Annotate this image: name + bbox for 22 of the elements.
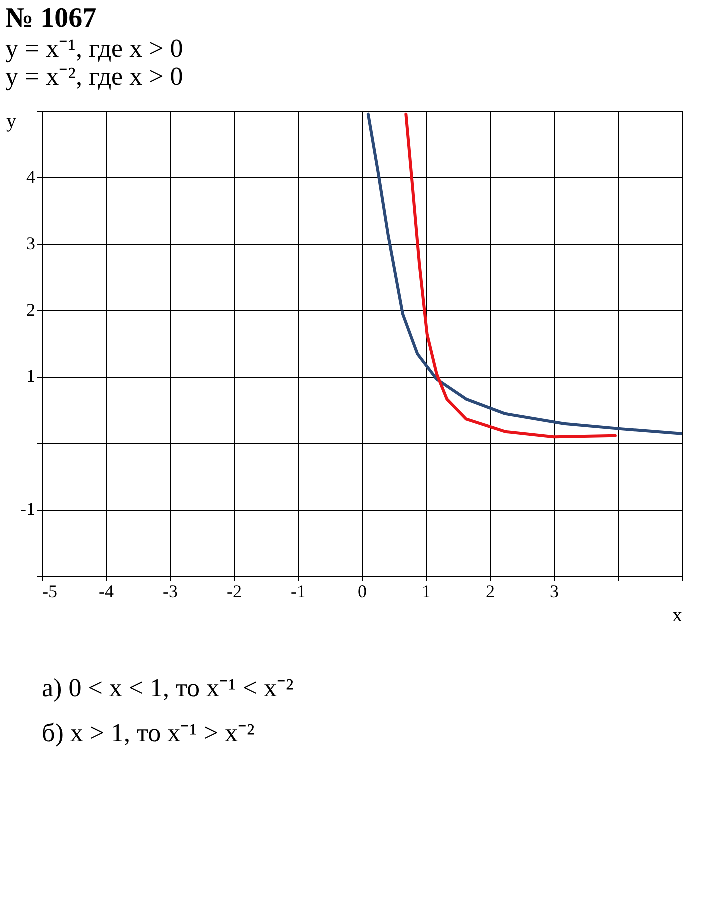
chart-title: № 1067 — [6, 3, 97, 34]
y-tick-label: -1 — [20, 499, 36, 520]
x-tick-label: 3 — [550, 582, 559, 602]
y-tick-label: 2 — [26, 300, 36, 320]
x-tick-label: -2 — [227, 582, 242, 602]
x-tick-label: -4 — [99, 582, 114, 602]
x-tick-label: -5 — [42, 582, 58, 602]
y-tick-label: 1 — [26, 366, 36, 386]
x-tick-label: 2 — [486, 582, 495, 602]
text: б) x > 1, то x⁻¹ > x⁻² — [42, 718, 256, 748]
line-series — [366, 112, 682, 436]
y-tick-label: 4 — [26, 166, 36, 187]
x-tick-label: 0 — [358, 582, 367, 602]
text: а) 0 < x < 1, то x⁻¹ < x⁻² — [42, 674, 294, 702]
chart-subtitle: y = x⁻¹, где x > 0 y = x⁻², где x > 0 — [6, 34, 184, 91]
y-axis-title: y — [6, 110, 17, 132]
y-tick-label: 3 — [26, 233, 36, 254]
line-series — [404, 112, 617, 439]
x-tick-label: -3 — [163, 582, 178, 602]
x-tick-label: 1 — [422, 582, 431, 602]
x-axis-title: x — [672, 604, 682, 626]
x-tick-label: -1 — [291, 582, 306, 602]
